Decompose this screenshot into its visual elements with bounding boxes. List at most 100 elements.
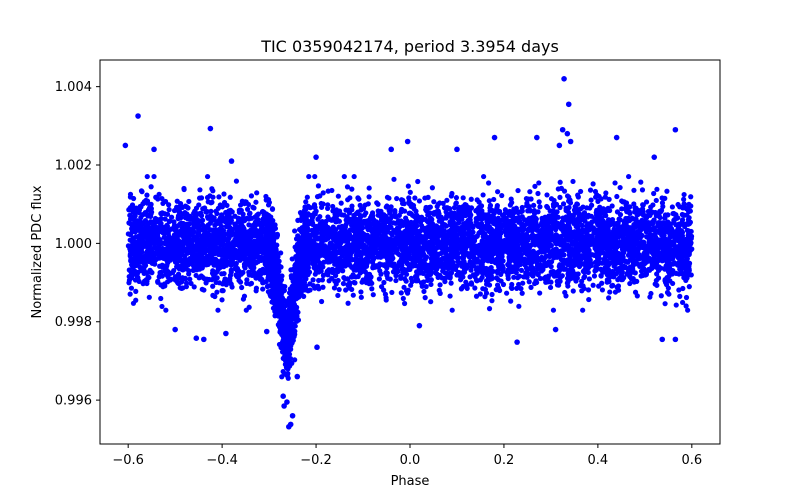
data-point: [148, 184, 154, 190]
data-point: [181, 186, 187, 193]
data-point: [411, 206, 417, 212]
data-point: [216, 194, 222, 200]
data-point: [603, 212, 609, 219]
data-point: [473, 293, 480, 299]
data-point: [657, 208, 663, 214]
data-point: [521, 217, 528, 223]
data-point: [688, 194, 694, 200]
data-point: [680, 299, 686, 306]
data-point: [433, 223, 440, 229]
data-point: [341, 173, 347, 180]
data-point: [427, 271, 434, 277]
data-point: [139, 189, 145, 195]
data-point: [246, 304, 252, 310]
data-point: [304, 194, 310, 200]
data-point: [182, 209, 188, 216]
data-point: [229, 284, 235, 290]
data-point: [428, 281, 434, 288]
data-point: [431, 199, 437, 205]
data-point: [336, 241, 342, 247]
data-point: [377, 261, 383, 267]
data-point: [235, 219, 241, 225]
data-point: [156, 191, 162, 197]
data-point: [320, 284, 326, 290]
data-point: [658, 293, 664, 299]
data-point: [427, 210, 433, 216]
data-point: [174, 198, 180, 204]
data-point: [476, 199, 482, 205]
data-point: [516, 217, 522, 223]
data-point: [526, 279, 532, 285]
data-point: [627, 217, 633, 224]
data-point: [489, 219, 496, 225]
data-point: [497, 287, 503, 294]
data-point: [591, 273, 598, 279]
data-point: [659, 200, 666, 206]
data-point: [554, 269, 560, 275]
data-point: [429, 221, 436, 227]
data-point: [318, 200, 324, 207]
data-point: [260, 286, 266, 292]
data-point: [527, 189, 533, 195]
data-point: [356, 260, 362, 267]
data-point: [221, 191, 227, 197]
data-point: [126, 280, 132, 286]
data-point: [166, 218, 172, 225]
data-point: [604, 279, 610, 285]
data-point: [667, 278, 673, 284]
data-point: [389, 213, 396, 219]
data-point: [681, 196, 687, 202]
data-point: [349, 186, 355, 192]
data-point: [244, 206, 251, 212]
data-point: [462, 202, 468, 208]
data-point: [578, 188, 584, 195]
data-point: [612, 180, 618, 186]
data-point: [336, 286, 342, 293]
data-point: [212, 222, 218, 228]
data-point: [203, 209, 209, 215]
data-point: [545, 235, 551, 241]
data-point: [442, 250, 448, 256]
data-point: [335, 292, 341, 299]
data-point: [248, 193, 255, 199]
data-point: [581, 261, 587, 267]
data-point: [453, 195, 460, 201]
data-point: [369, 286, 375, 292]
data-point: [311, 239, 317, 245]
data-point: [141, 278, 148, 284]
data-point: [599, 287, 606, 293]
data-point: [208, 200, 214, 206]
data-point: [627, 210, 633, 217]
data-point: [683, 221, 690, 227]
data-point: [460, 195, 466, 201]
data-point: [520, 280, 526, 286]
data-point: [160, 252, 166, 258]
data-point: [595, 198, 601, 204]
data-point: [201, 287, 207, 293]
data-point: [204, 173, 211, 180]
data-point: [444, 205, 451, 211]
data-point: [606, 196, 612, 202]
data-point: [433, 262, 439, 268]
data-point: [413, 263, 419, 269]
data-point: [609, 283, 615, 289]
data-point: [162, 216, 168, 222]
data-point: [215, 307, 221, 313]
data-point: [449, 307, 455, 313]
data-point: [526, 225, 533, 232]
data-point: [359, 239, 365, 245]
data-point: [149, 270, 155, 276]
data-point: [455, 250, 461, 256]
data-point: [447, 293, 453, 299]
data-point: [252, 219, 259, 225]
data-point: [536, 199, 542, 205]
data-point: [350, 292, 356, 298]
data-point: [348, 236, 354, 242]
data-point: [681, 191, 687, 198]
data-point: [545, 273, 552, 279]
data-point: [404, 288, 410, 295]
data-point: [516, 281, 522, 288]
data-point: [648, 210, 655, 216]
data-point: [228, 269, 234, 275]
